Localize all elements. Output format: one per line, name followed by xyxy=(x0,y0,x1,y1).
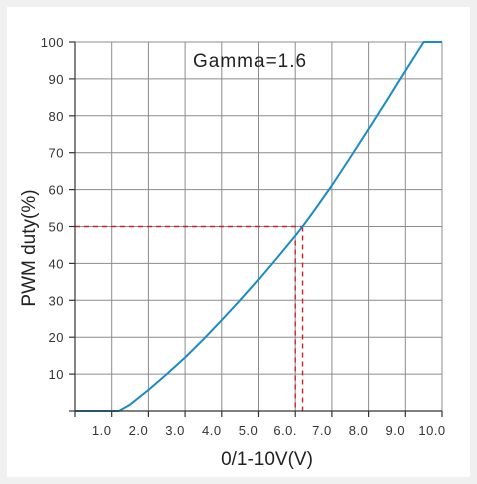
y-axis-title: PWM duty(%) xyxy=(19,189,40,306)
reference-lines xyxy=(75,225,304,411)
y-tick-label: 10 xyxy=(49,367,64,382)
x-tick-label: 6.0. xyxy=(273,423,297,438)
x-tick-labels: 1.0 2.0 3.0 4.0 5.0 6.0. 7.0 8.0 9.0 10.0 xyxy=(92,423,445,438)
x-axis-title: 0/1-10V(V) xyxy=(221,449,313,470)
grid xyxy=(75,41,443,411)
series-line xyxy=(75,41,442,412)
y-tick-label: 30 xyxy=(49,293,64,308)
chart-card: 1.0 2.0 3.0 4.0 5.0 6.0. 7.0 8.0 9.0 10.0 10 20 30 4… xyxy=(7,7,470,477)
gamma-chart: 1.0 2.0 3.0 4.0 5.0 6.0. 7.0 8.0 9.0 10.0 10 20 30 4… xyxy=(19,35,445,470)
x-tick-label: 9.0 xyxy=(386,423,406,438)
series-layer xyxy=(75,41,442,412)
y-tick-label: 20 xyxy=(49,330,64,345)
axes xyxy=(69,41,443,417)
x-tick-label: 4.0 xyxy=(202,423,222,438)
x-tick-label: 10.0 xyxy=(418,423,445,438)
y-tick-label: 100 xyxy=(41,35,64,50)
x-tick-label: 3.0 xyxy=(165,423,185,438)
x-tick-label: 5.0 xyxy=(239,423,259,438)
y-tick-label: 40 xyxy=(49,256,64,271)
y-tick-label: 80 xyxy=(49,109,64,124)
gamma-annotation: Gamma=1.6 xyxy=(193,51,307,72)
y-tick-label: 90 xyxy=(49,72,64,87)
x-tick-label: 8.0 xyxy=(349,423,369,438)
x-tick-label: 7.0 xyxy=(312,423,332,438)
x-tick-label: 2.0 xyxy=(129,423,149,438)
x-tick-label: 1.0 xyxy=(92,423,112,438)
y-tick-label: 50 xyxy=(49,220,64,235)
y-tick-labels: 10 20 30 40 50 60 70 80 90 100 xyxy=(41,35,64,382)
y-tick-label: 70 xyxy=(49,146,64,161)
y-tick-label: 60 xyxy=(49,183,64,198)
